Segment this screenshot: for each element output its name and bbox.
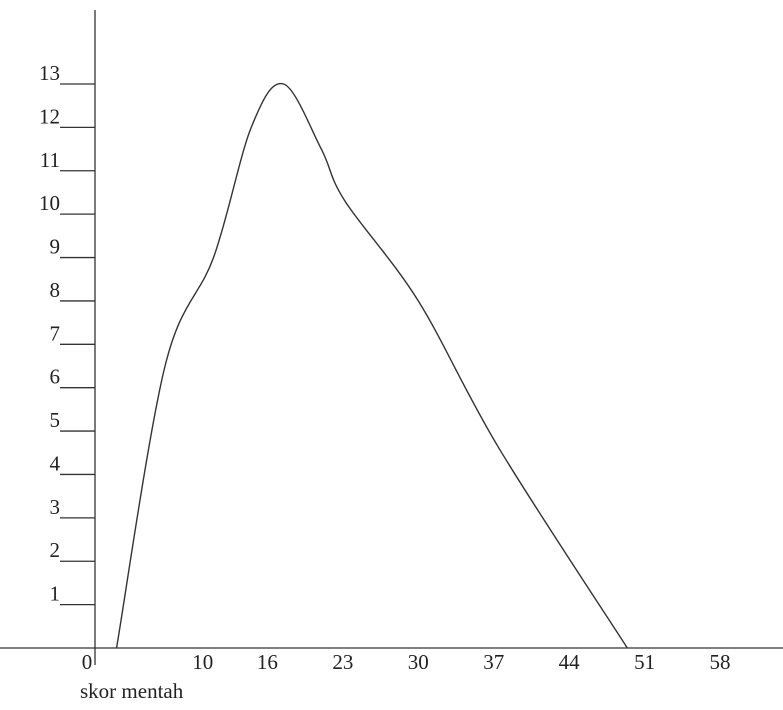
- y-tick-label: 8: [50, 278, 61, 302]
- chart: skor mentah 1234567891011121301016233037…: [0, 0, 783, 710]
- x-tick-label: 37: [483, 650, 504, 674]
- x-axis-label: skor mentah: [80, 679, 184, 703]
- y-tick-label: 3: [50, 495, 61, 519]
- curve: [117, 84, 628, 648]
- x-tick-label: 30: [408, 650, 429, 674]
- y-tick-label: 11: [40, 148, 60, 172]
- x-tick-label: 44: [559, 650, 581, 674]
- x-tick-label: 10: [192, 650, 213, 674]
- x-tick-label: 58: [710, 650, 731, 674]
- y-tick-label: 6: [50, 365, 61, 389]
- y-tick-label: 1: [50, 582, 61, 606]
- x-tick-label: 16: [257, 650, 278, 674]
- y-tick-label: 13: [39, 61, 60, 85]
- y-tick-label: 10: [39, 191, 60, 215]
- y-tick-label: 5: [50, 408, 61, 432]
- y-tick-label: 12: [39, 104, 60, 128]
- y-tick-label: 7: [50, 321, 61, 345]
- y-tick-label: 4: [50, 451, 61, 475]
- x-tick-label: 23: [332, 650, 353, 674]
- x-tick-label: 51: [634, 650, 655, 674]
- y-tick-label: 9: [50, 235, 61, 259]
- y-tick-label: 2: [50, 538, 61, 562]
- x-tick-label: 0: [82, 650, 93, 674]
